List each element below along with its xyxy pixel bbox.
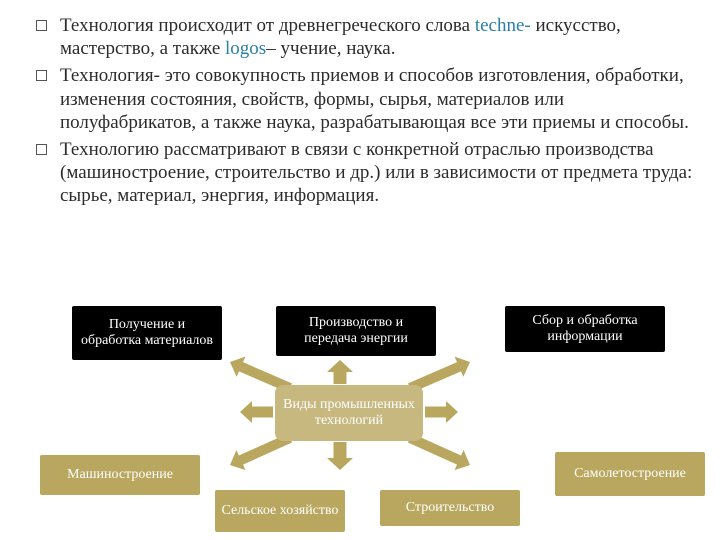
diagram-arrows [0, 0, 720, 540]
